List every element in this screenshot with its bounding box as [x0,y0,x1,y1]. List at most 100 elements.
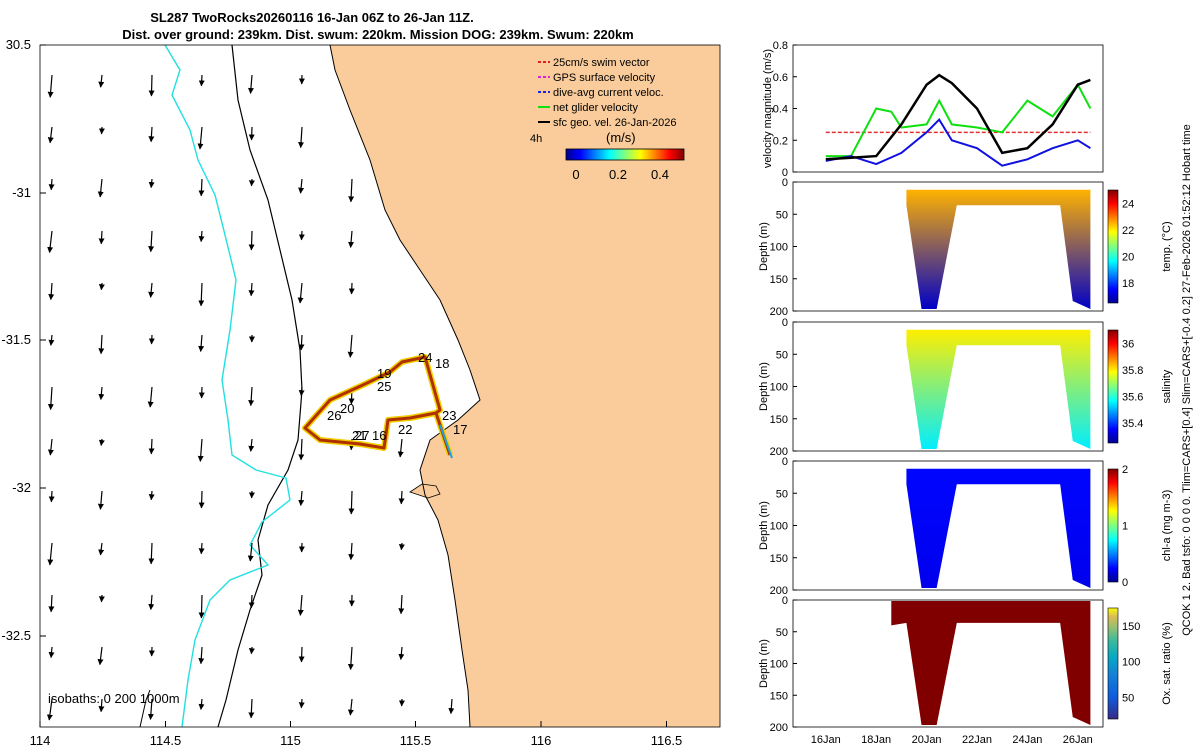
track-day-label: 19 [377,366,391,381]
current-vector [298,490,305,507]
map-y-tick-label: 30.5 [6,37,31,52]
map-x-tick-label: 114.5 [150,733,182,748]
glider-track-segment [439,424,453,459]
map-panel: 16 17 18 19 20 21 22 23 24 25 26 27 25cm/s swim vec… [1,37,721,748]
current-vector [298,126,305,149]
island-1 [409,483,441,499]
section-y-label: Depth (m) [758,222,770,271]
section-y-tick-label: 100 [770,242,788,254]
legend-label: GPS surface velocity [553,72,656,84]
section-colorbar-tick: 100 [1122,657,1140,669]
current-vector [348,490,355,515]
current-vector [248,594,255,609]
current-vector [248,698,255,719]
current-vector [98,334,105,355]
section-data [891,601,1091,725]
section-colorbar [1107,468,1119,583]
map-x-tick-label: 116.5 [651,733,683,748]
map-x-tick-label: 115 [280,733,301,748]
section-y-tick-label: 100 [770,521,788,533]
current-vector [148,282,155,298]
map-y-tick-label: -31 [12,185,31,200]
current-vector [198,334,205,353]
current-vector [147,386,154,408]
current-vector [47,386,54,411]
section-y-tick-label: 150 [770,690,788,702]
track-day-label: 18 [435,356,449,371]
current-vector [147,698,154,720]
current-vector [97,646,104,666]
section-colorbar-tick: 2 [1122,464,1128,476]
section-colorbar-tick: 35.4 [1122,418,1143,430]
section-colorbar-label: Ox. sat. ratio (%) [1161,622,1173,705]
current-vector [298,386,305,397]
section-colorbar-tick: 20 [1122,251,1134,263]
current-vector [297,594,304,616]
velocity-y-tick-label: 0 [782,167,788,179]
figure-title-line1: SL287 TwoRocks20260116 16-Jan 06Z to 26-… [150,10,474,25]
map-x-tick-label: 115.5 [400,733,432,748]
section-colorbar-label: temp. (°C) [1161,221,1173,271]
current-vector [398,594,405,615]
current-vector [98,386,105,401]
velocity-series-line [825,117,1091,167]
colorbar-tick-0: 0 [572,167,579,182]
section-colorbar [1107,607,1119,720]
map-y-tick-label: -31.5 [1,332,31,347]
current-vector [198,230,205,243]
current-vector [148,594,155,611]
time-tick-label: 20Jan [912,734,942,746]
current-vector [48,594,55,613]
velocity-y-tick-label: 0.4 [773,104,788,116]
section-colorbar-tick: 24 [1122,198,1134,210]
vector-scale-label: 4h [530,133,542,145]
figure-title-line2: Dist. over ground: 239km. Dist. swum: 22… [122,27,634,42]
section-colorbar-tick: 0 [1122,577,1128,589]
current-vector [47,126,54,144]
current-vector [48,334,55,346]
section-colorbar-tick: 18 [1122,278,1134,290]
section-colorbar [1107,189,1119,304]
track-day-label: 25 [377,379,391,394]
current-vector [298,334,305,351]
section-colorbar-tick: 35.8 [1122,365,1143,377]
section-colorbar-tick: 36 [1122,338,1134,350]
section-y-tick-label: 200 [770,306,788,318]
current-vector [198,542,205,555]
section-y-tick-label: 0 [782,595,788,607]
colorbar-title: (m/s) [606,130,636,145]
time-tick-label: 24Jan [1012,734,1042,746]
track-day-label: 20 [340,401,354,416]
current-vector [347,646,354,671]
section-y-tick-label: 100 [770,382,788,394]
isobath-200m-2 [139,689,151,728]
time-tick-label: 16Jan [811,734,841,746]
velocity-y-tick-label: 0.2 [773,135,788,147]
current-vector [98,438,105,446]
current-vector [47,230,54,254]
current-vector [47,74,54,98]
map-x-tick-label: 116 [531,733,552,748]
current-vector [298,438,305,461]
current-vector [48,282,55,301]
section-y-label: Depth (m) [758,639,770,688]
current-vector [448,698,455,715]
land-mass [330,45,720,727]
section-data [825,329,1091,449]
section-y-tick-label: 150 [770,553,788,565]
current-vector [47,542,54,566]
section-data [825,189,1091,309]
current-vector [198,594,205,619]
current-vector [398,646,405,661]
current-vector [148,126,155,143]
current-vector [148,490,155,501]
section-y-tick-label: 0 [782,177,788,189]
velocity-series-line [825,82,1092,158]
velocity-series-line [825,73,1091,161]
current-vector [397,438,404,458]
current-vector [248,438,255,452]
section-y-tick-label: 50 [776,627,788,639]
colorbar-tick-2: 0.4 [651,167,669,182]
velocity-y-label: velocity magnitude (m/s) [762,49,774,168]
